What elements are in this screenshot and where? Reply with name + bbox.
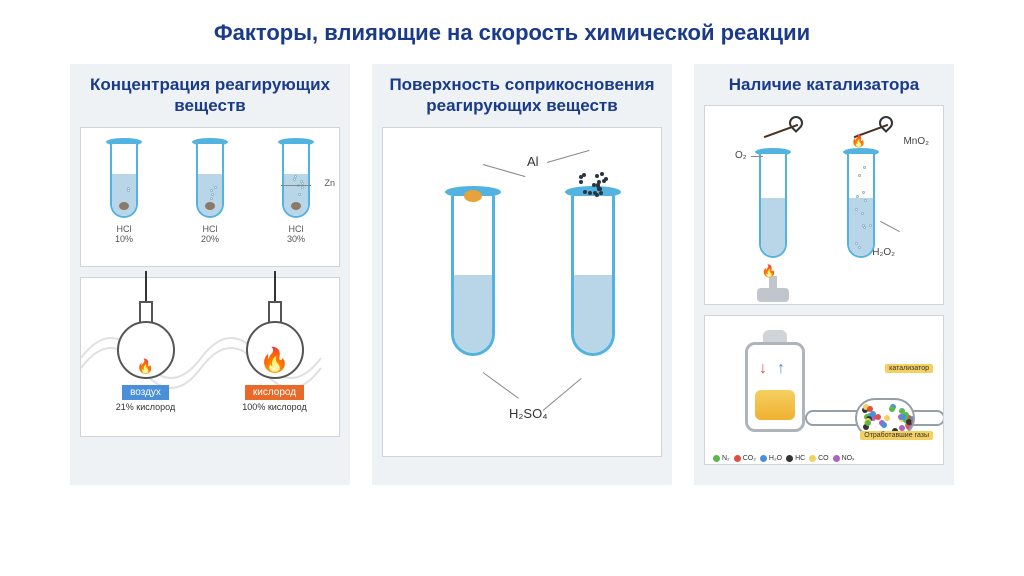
oxy-label: кислород [245, 385, 304, 400]
tube-al-powder [571, 186, 615, 356]
exhaust-tag: Отработавшие газы [860, 431, 933, 440]
al-line-right [547, 149, 590, 162]
flame-big-icon: 🔥 [260, 346, 290, 375]
zn-pointer-line [281, 185, 311, 186]
tube-30%: HCl30% [266, 138, 326, 244]
panel2-heading: Поверхность соприкосновения реагирующих … [382, 74, 662, 117]
splint-left-icon [763, 116, 803, 146]
oxy-o2-pct: 100% кислород [220, 402, 330, 412]
panel1-flasks-box: 🔥 воздух 21% кислород 🔥 кислород 100% ки… [80, 277, 340, 437]
panel3-bottom-box: ↓↑ катализатор Отработавшие газы N₂ CO₂ … [704, 315, 944, 465]
air-o2-pct: 21% кислород [91, 402, 201, 412]
h2so4-label: H₂SO₄ [509, 406, 548, 421]
panel-catalyst: Наличие катализатора O₂ MnO₂ H₂O₂ 🔥 [694, 64, 954, 485]
tube-with-catalyst [847, 148, 875, 258]
tube-20%: HCl20% [180, 138, 240, 244]
zn-label: Zn [324, 178, 335, 188]
panel3-top-box: O₂ MnO₂ H₂O₂ 🔥 🔥 [704, 105, 944, 305]
burner-icon: 🔥 [757, 262, 789, 302]
h2o2-pointer [880, 221, 900, 232]
panel1-heading: Концентрация реагирующих веществ [80, 74, 340, 117]
panels-row: Концентрация реагирующих веществ HCl10%H… [40, 64, 984, 485]
panel-concentration: Концентрация реагирующих веществ HCl10%H… [70, 64, 350, 485]
panel1-tubes-box: HCl10% HCl20% HCl30%Zn [80, 127, 340, 267]
h2o2-label: H₂O₂ [872, 247, 895, 258]
al-label: Al [527, 154, 539, 169]
tube-al-lump [451, 186, 495, 356]
flask-oxygen: 🔥 кислород 100% кислород [220, 301, 330, 412]
splint-flame-icon: 🔥 [851, 134, 866, 148]
panel2-box: Al H₂SO₄ [382, 127, 662, 457]
panel3-heading: Наличие катализатора [729, 74, 919, 95]
o2-label: O₂ [735, 150, 747, 161]
panel-surface: Поверхность соприкосновения реагирующих … [372, 64, 672, 485]
acid-line-left [483, 372, 519, 399]
al-line-left [483, 164, 526, 177]
mno2-label: MnO₂ [903, 136, 929, 147]
o2-pointer [751, 156, 763, 157]
al-lump-icon [464, 190, 482, 202]
flame-small-icon: 🔥 [137, 358, 154, 375]
air-label: воздух [122, 385, 169, 400]
exhaust-pipe-icon [805, 396, 944, 436]
flask-air: 🔥 воздух 21% кислород [91, 301, 201, 412]
tube-no-catalyst [759, 148, 787, 258]
engine-icon: ↓↑ [735, 330, 815, 440]
acid-line-right [543, 377, 582, 410]
tube-10%: HCl10% [94, 138, 154, 244]
splint-right-icon: 🔥 [853, 116, 893, 146]
catalyst-tag: катализатор [885, 364, 933, 373]
page-title: Факторы, влияющие на скорость химической… [40, 20, 984, 46]
legend-row: N₂ CO₂ H₂O HC CO NOₓ [711, 455, 937, 462]
